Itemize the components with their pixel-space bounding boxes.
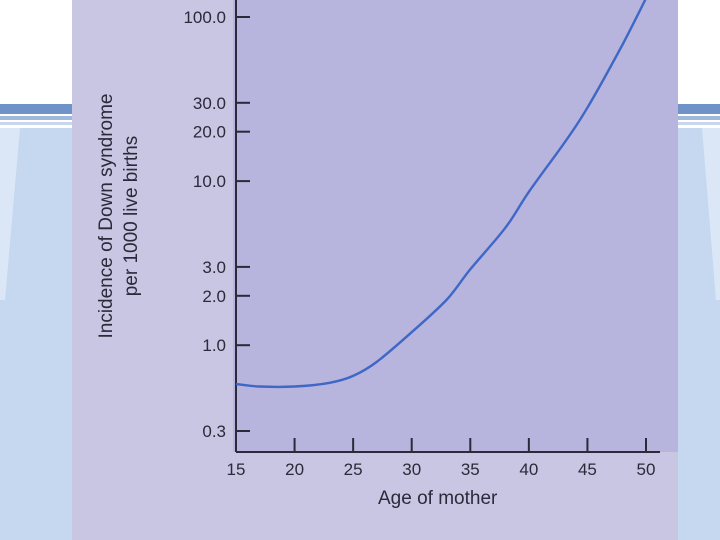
x-tick-label: 35 [461,460,480,479]
x-tick-label: 25 [344,460,363,479]
y-tick-label: 1.0 [202,336,226,355]
x-axis-label: Age of mother [378,488,498,509]
y-tick-label: 10.0 [193,172,226,191]
y-tick-label: 30.0 [193,94,226,113]
series-line [235,0,647,389]
y-tick-label: 100.0 [183,8,226,27]
x-tick-label: 40 [519,460,538,479]
x-tick-label: 50 [637,460,656,479]
x-tick-label: 20 [285,460,304,479]
x-tick-label: 15 [227,460,246,479]
x-tick-label: 30 [402,460,421,479]
y-tick-label: 0.3 [202,422,226,441]
plot-area [233,0,678,452]
y-tick-label: 2.0 [202,287,226,306]
x-tick-label: 45 [578,460,597,479]
y-tick-label: 20.0 [193,123,226,142]
y-tick-label: 3.0 [202,258,226,277]
